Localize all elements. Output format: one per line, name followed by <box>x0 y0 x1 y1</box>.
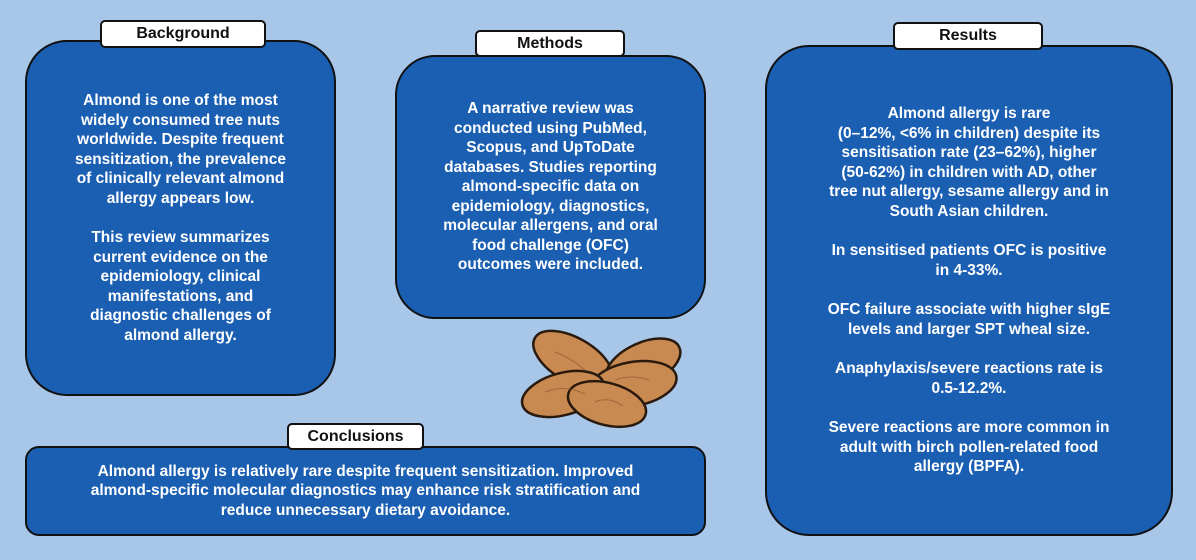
text-line: levels and larger SPT wheal size. <box>847 320 1091 338</box>
text-line: OFC failure associate with higher sIgE <box>827 301 1111 319</box>
text-line: Almond allergy is relatively rare despit… <box>97 462 634 480</box>
text-line: epidemiology, diagnostics, <box>451 197 650 215</box>
paragraph: Almond allergy is relatively rare despit… <box>91 462 641 521</box>
text-line: molecular allergens, and oral <box>443 217 658 235</box>
text-line: Almond is one of the most <box>83 92 278 109</box>
paragraph: This review summarizes current evidence o… <box>90 228 271 345</box>
text-line: South Asian children. <box>889 202 1049 220</box>
text-line: allergy appears low. <box>106 189 255 207</box>
text-line: Scopus, and UpToDate <box>466 139 635 157</box>
conclusions-box: Almond allergy is relatively rare despit… <box>25 446 706 536</box>
methods-title: Methods <box>475 30 625 57</box>
text-line: outcomes were included. <box>457 256 644 274</box>
text-line: (50-62%) in children with AD, other <box>841 163 1097 181</box>
text-line: reduce unnecessary dietary avoidance. <box>220 501 511 519</box>
results-box: Almond allergy is rare (0–12%, <6% in chi… <box>765 45 1173 536</box>
text-line: worldwide. Despite frequent <box>77 131 284 148</box>
text-line: almond-specific molecular diagnostics ma… <box>90 482 641 500</box>
text-line: almond-specific data on <box>461 178 640 196</box>
paragraph: OFC failure associate with higher sIgE le… <box>828 300 1111 339</box>
text-line: food challenge (OFC) <box>472 236 629 254</box>
background-title: Background <box>100 20 266 48</box>
text-line: widely consumed tree nuts <box>81 111 280 129</box>
paragraph: Almond is one of the most widely consumed… <box>75 91 286 208</box>
text-line: diagnostic challenges of <box>90 307 271 324</box>
results-title: Results <box>893 22 1043 50</box>
background-box: Almond is one of the most widely consumed… <box>25 40 336 396</box>
text-line: Almond allergy is rare <box>887 105 1051 123</box>
almond-illustration <box>520 329 682 429</box>
paragraph: In sensitised patients OFC is positive in… <box>832 241 1107 280</box>
text-line: tree nut allergy, sesame allergy and in <box>829 183 1109 201</box>
conclusions-title: Conclusions <box>287 423 424 450</box>
text-line: adult with birch pollen-related food <box>839 438 1099 456</box>
text-line: sensitization, the prevalence <box>74 150 287 168</box>
text-line: This review summarizes <box>91 229 270 246</box>
text-line: manifestations, and <box>107 287 254 305</box>
paragraph: Anaphylaxis/severe reactions rate is 0.5-… <box>835 359 1103 398</box>
text-line: databases. Studies reporting <box>444 158 657 176</box>
text-line: current evidence on the <box>93 248 268 266</box>
text-line: epidemiology, clinical <box>100 268 261 285</box>
paragraph: Almond allergy is rare (0–12%, <6% in chi… <box>829 104 1109 221</box>
text-line: Severe reactions are more common in <box>828 419 1110 437</box>
text-line: conducted using PubMed, <box>454 119 647 137</box>
text-line: almond allergy. <box>124 326 237 344</box>
paragraph: Severe reactions are more common in adult… <box>829 418 1110 477</box>
text-line: Anaphylaxis/severe reactions rate is <box>835 360 1103 378</box>
text-line: 0.5-12.2%. <box>931 379 1007 397</box>
text-line: of clinically relevant almond <box>76 170 285 187</box>
text-line: sensitisation rate (23–62%), higher <box>841 144 1097 162</box>
methods-box: A narrative review was conducted using Pu… <box>395 55 706 319</box>
paragraph: A narrative review was conducted using Pu… <box>443 99 658 275</box>
text-line: (0–12%, <6% in children) despite its <box>837 124 1101 142</box>
text-line: allergy (BPFA). <box>913 458 1025 476</box>
text-line: A narrative review was <box>467 100 634 118</box>
text-line: In sensitised patients OFC is positive <box>831 242 1107 260</box>
text-line: in 4-33%. <box>935 261 1003 279</box>
